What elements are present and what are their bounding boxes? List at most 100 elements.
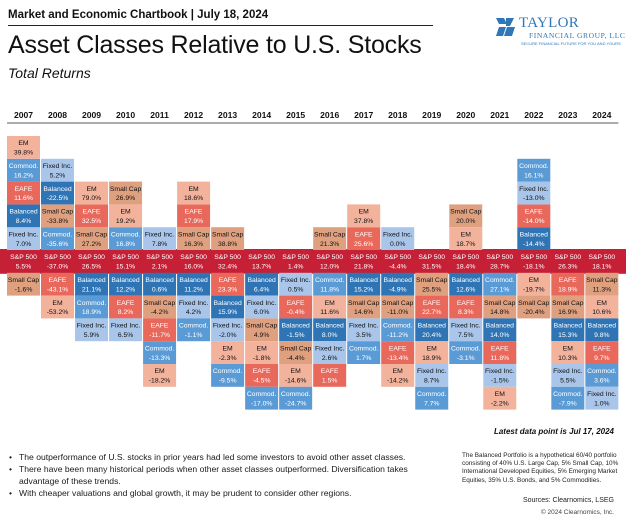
- asset-label: Balanced: [281, 323, 310, 330]
- asset-cell: Fixed Inc. 1.0%: [585, 386, 619, 410]
- cell-box: [517, 204, 551, 228]
- cell-box: [415, 272, 449, 296]
- asset-label: EM: [427, 345, 438, 352]
- sp500-cell: S&P 500 31.5%: [415, 250, 449, 273]
- cell-box: [41, 227, 75, 250]
- asset-cell: Balanced 8.4%: [7, 204, 40, 228]
- cell-box: [483, 295, 517, 319]
- asset-label: Fixed Inc.: [519, 186, 549, 193]
- cell-box: [75, 204, 109, 228]
- cell-box: [177, 318, 211, 342]
- return-value: -14.0%: [523, 218, 545, 225]
- asset-cell: Balanced 15.2%: [347, 272, 381, 296]
- return-value: -24.7%: [285, 400, 307, 407]
- cell-box: [449, 272, 483, 296]
- cell-box: [551, 295, 585, 319]
- asset-cell: Fixed Inc. 8.7%: [415, 364, 449, 387]
- return-value: 6.5%: [118, 332, 134, 339]
- cell-box: [449, 295, 483, 319]
- asset-label: EM: [52, 300, 63, 307]
- asset-label: EM: [223, 345, 234, 352]
- asset-cell: EM 18.9%: [415, 341, 449, 364]
- year-label: 2012: [184, 110, 203, 120]
- asset-cell: Fixed Inc. 0.5%: [279, 272, 313, 296]
- cell-box: [41, 158, 75, 182]
- year-label: 2019: [422, 110, 441, 120]
- return-value: 11.8%: [490, 355, 509, 362]
- return-value: -9.5%: [219, 378, 237, 385]
- asset-label: Small Cap: [416, 277, 448, 284]
- asset-label: EM: [120, 209, 131, 216]
- return-value: -20.4%: [523, 309, 545, 316]
- cell-box: [381, 295, 415, 319]
- cell-box: [381, 341, 415, 364]
- asset-label: S&P 500: [486, 254, 513, 261]
- cell-box: [211, 250, 245, 273]
- asset-cell: Balanced 12.2%: [109, 272, 143, 296]
- year-label: 2020: [456, 110, 475, 120]
- cell-box: [313, 227, 347, 250]
- cell-box: [245, 341, 279, 364]
- logo-subname: FINANCIAL GROUP, LLC: [529, 31, 626, 40]
- asset-label: EAFE: [525, 209, 543, 216]
- asset-label: Fixed Inc.: [179, 300, 209, 307]
- asset-label: S&P 500: [350, 254, 377, 261]
- asset-cell: Fixed Inc. 7.8%: [143, 227, 177, 250]
- sp500-cell: S&P 500 16.0%: [177, 250, 211, 273]
- asset-cell: Commod. 16.1%: [517, 158, 551, 182]
- asset-label: EM: [257, 345, 268, 352]
- cell-box: [143, 341, 177, 364]
- asset-cell: Commod. 27.1%: [483, 272, 517, 296]
- asset-cell: EM -2.3%: [211, 341, 245, 364]
- asset-label: EM: [86, 186, 97, 193]
- cell-box: [449, 341, 483, 364]
- return-value: 7.5%: [458, 332, 474, 339]
- asset-cell: Small Cap 4.9%: [245, 318, 279, 342]
- asset-label: Balanced: [554, 323, 583, 330]
- asset-label: Commod.: [417, 391, 447, 398]
- asset-cell: Small Cap 38.8%: [211, 227, 245, 250]
- cell-box: [279, 250, 313, 273]
- asset-cell: EAFE 1.5%: [313, 364, 347, 387]
- cell-box: [245, 364, 279, 387]
- asset-label: EM: [563, 345, 574, 352]
- sp500-cell: S&P 500 32.4%: [211, 250, 245, 273]
- asset-cell: Commod. 11.8%: [313, 272, 347, 296]
- return-value: 11.3%: [592, 286, 611, 293]
- asset-label: S&P 500: [78, 254, 105, 261]
- cell-box: [143, 272, 177, 296]
- asset-label: S&P 500: [248, 254, 275, 261]
- sp500-cell: S&P 500 28.7%: [483, 250, 517, 273]
- asset-label: S&P 500: [588, 254, 615, 261]
- year-label: 2015: [286, 110, 305, 120]
- return-value: -13.0%: [523, 195, 545, 202]
- return-value: -4.2%: [151, 309, 169, 316]
- asset-label: Small Cap: [280, 345, 312, 352]
- year-label: 2011: [150, 110, 169, 120]
- asset-label: EAFE: [287, 300, 305, 307]
- asset-cell: Small Cap -20.4%: [517, 295, 551, 319]
- return-value: 21.8%: [354, 264, 373, 271]
- cell-box: [381, 250, 415, 273]
- asset-label: S&P 500: [554, 254, 581, 261]
- asset-cell: EM -18.2%: [143, 364, 177, 387]
- asset-label: Commod.: [247, 391, 277, 398]
- asset-label: EM: [359, 209, 370, 216]
- year-label: 2008: [48, 110, 67, 120]
- return-value: 6.0%: [254, 309, 270, 316]
- cell-box: [347, 272, 381, 296]
- return-value: 1.4%: [288, 264, 304, 271]
- asset-label: Small Cap: [144, 300, 176, 307]
- sp500-cell: S&P 500 21.8%: [347, 250, 381, 273]
- asset-label: Small Cap: [518, 300, 550, 307]
- asset-cell: Fixed Inc. 3.5%: [347, 318, 381, 342]
- asset-label: S&P 500: [44, 254, 71, 261]
- year-label: 2016: [320, 110, 339, 120]
- cell-box: [347, 204, 381, 228]
- cell-box: [143, 295, 177, 319]
- return-value: 7.8%: [152, 241, 168, 248]
- cell-box: [585, 341, 619, 364]
- cell-box: [551, 250, 585, 273]
- return-value: 12.0%: [320, 264, 339, 271]
- asset-label: Fixed Inc.: [213, 323, 243, 330]
